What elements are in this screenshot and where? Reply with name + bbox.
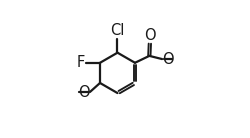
Text: O: O [78, 84, 90, 99]
Text: Cl: Cl [110, 23, 125, 38]
Text: F: F [77, 55, 85, 70]
Text: O: O [162, 52, 174, 67]
Text: O: O [144, 28, 156, 43]
